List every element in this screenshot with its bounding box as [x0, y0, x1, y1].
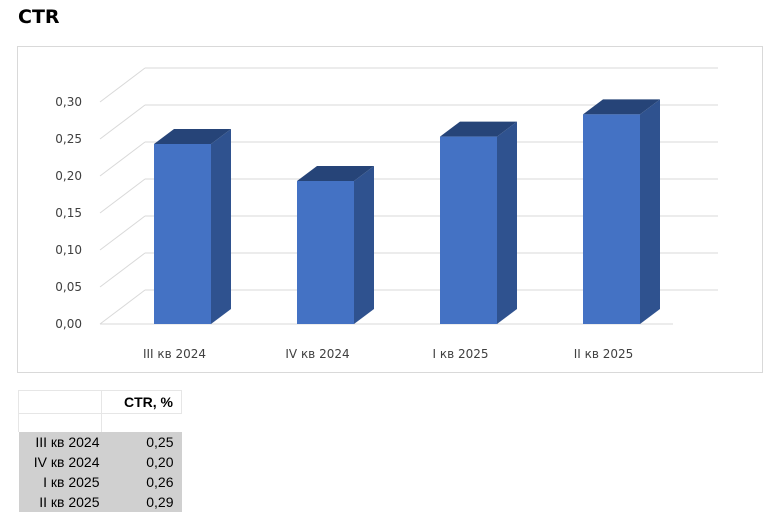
bar-top — [583, 99, 660, 115]
x-tick-label: IV кв 2024 — [285, 347, 349, 361]
table-header-row: CTR, % — [18, 390, 182, 414]
x-axis-ticks: III кв 2024 IV кв 2024 I кв 2025 II кв 2025 — [143, 347, 633, 361]
table-cell-value: 0,29 — [101, 492, 182, 512]
table-header-ctr: CTR, % — [101, 390, 182, 414]
gridline-diagonal — [99, 104, 146, 140]
bar-top — [440, 121, 517, 137]
y-tick-label: 0,05 — [55, 280, 82, 294]
gridline-diagonal — [99, 178, 146, 214]
data-table: CTR, % III кв 2024 0,25 IV кв 2024 0,20 … — [18, 390, 182, 512]
bar — [440, 121, 517, 324]
bar-front — [583, 114, 640, 325]
x-tick-label: III кв 2024 — [143, 347, 206, 361]
y-tick-label: 0,30 — [55, 95, 82, 109]
gridline-diagonal — [99, 215, 146, 251]
bar-chart: 0,00 0,05 0,10 0,15 0,20 0,25 0,30 III кв 2024… — [55, 67, 718, 361]
y-tick-label: 0,20 — [55, 169, 82, 183]
chart-area: 0,00 0,05 0,10 0,15 0,20 0,25 0,30 III кв 2024… — [17, 46, 763, 373]
bar — [297, 166, 374, 324]
y-tick-label: 0,00 — [55, 317, 82, 331]
table-cell-category: I кв 2025 — [18, 472, 102, 492]
table-row: IV кв 2024 0,20 — [18, 452, 182, 472]
gridline-diagonal — [99, 289, 146, 325]
bars — [154, 99, 660, 325]
bar — [154, 129, 231, 324]
bar-top — [297, 166, 374, 181]
table-spacer-row — [18, 413, 182, 432]
y-tick-label: 0,15 — [55, 206, 82, 220]
table-cell-category: IV кв 2024 — [18, 452, 102, 472]
table-row: I кв 2025 0,26 — [18, 472, 182, 492]
bar-side — [354, 166, 374, 324]
bar-side — [211, 129, 231, 324]
table-cell-category: III кв 2024 — [18, 432, 102, 452]
bar — [583, 99, 660, 325]
y-tick-label: 0,25 — [55, 132, 82, 146]
y-axis-ticks: 0,00 0,05 0,10 0,15 0,20 0,25 0,30 — [55, 95, 82, 331]
x-tick-label: I кв 2025 — [432, 347, 488, 361]
bar-front — [297, 181, 354, 324]
gridline-diagonal — [99, 67, 146, 103]
table-cell-value: 0,20 — [101, 452, 182, 472]
bar-front — [154, 144, 211, 324]
gridline-diagonal — [99, 141, 146, 177]
y-tick-label: 0,10 — [55, 243, 82, 257]
bar-side — [640, 99, 660, 325]
table-header-empty — [18, 390, 102, 414]
table-row: III кв 2024 0,25 — [18, 432, 182, 452]
x-tick-label: II кв 2025 — [574, 347, 634, 361]
bar-side — [497, 121, 517, 324]
page-title: CTR — [18, 6, 60, 28]
bar-front — [440, 136, 497, 324]
table-cell-value: 0,25 — [101, 432, 182, 452]
table-cell-category: II кв 2025 — [18, 492, 102, 512]
table-cell-value: 0,26 — [101, 472, 182, 492]
table-row: II кв 2025 0,29 — [18, 492, 182, 512]
bar-top — [154, 129, 231, 144]
gridline-diagonal — [99, 252, 146, 288]
